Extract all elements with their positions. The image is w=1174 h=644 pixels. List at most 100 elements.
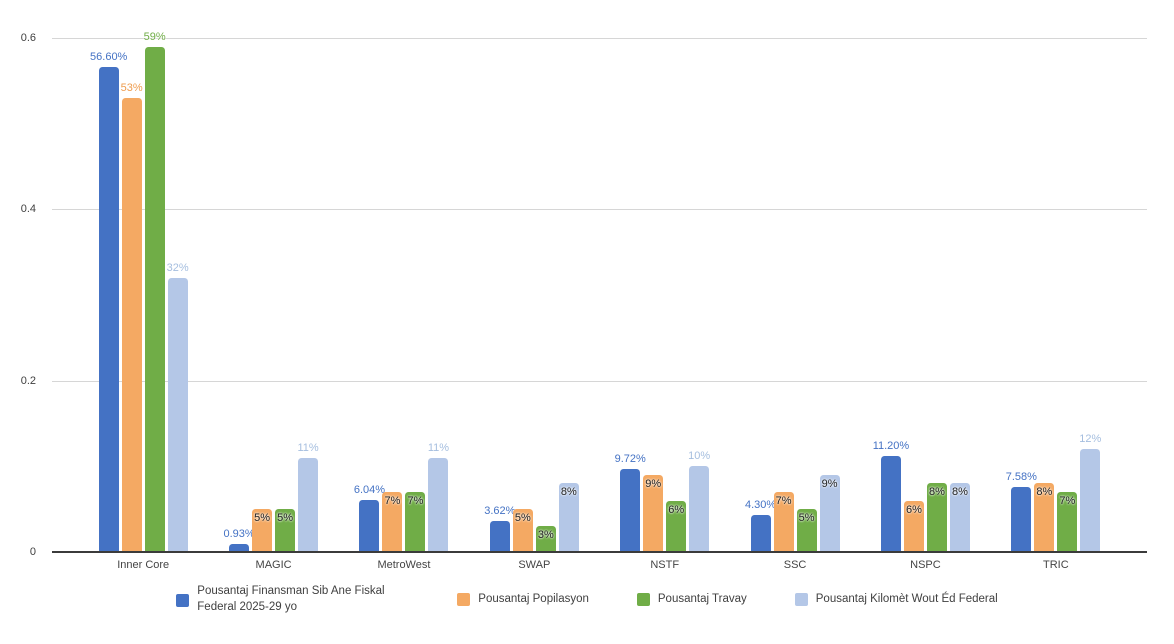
bar-value-label: 7% [1059,495,1076,508]
bar-value-label: 32% [166,261,189,274]
bar-group: 56.60% 53% 59% 32% [78,31,208,552]
bar-value-label: 5% [277,512,294,525]
bar-value-label: 8% [560,486,577,499]
legend: Pousantaj Finansman Sib Ane Fiskal Feder… [0,580,1174,620]
legend-label: Pousantaj Travay [657,593,747,606]
bar-value-label: 6% [668,503,685,516]
bar-value-label: 9% [645,477,662,490]
legend-swatch [636,593,650,607]
bar-group: 0.93% 5% 5% 11% [208,38,338,552]
legend-swatch [457,593,471,607]
category-label: NSTF [650,559,680,571]
bar: 9.72% [615,453,646,552]
legend-label: Pousantaj Kilomèt Wout Éd Federal [815,593,998,606]
x-axis-line [52,551,1147,553]
bar: 5% [252,509,273,552]
bar-value-label: 9% [821,477,838,490]
category-label: NSPC [910,559,941,571]
bar-value-label: 12% [1079,433,1102,446]
bar-value-label: 56.60% [90,51,128,64]
bar: 4.30% [745,499,776,552]
bar: 12% [1079,433,1101,552]
legend-swatch [794,593,808,607]
legend-item: Pousantaj Travay [636,592,747,608]
y-axis-tick-label: 0.4 [20,203,36,216]
bar: 3% [535,526,556,552]
bar-value-label: 8% [1036,486,1053,499]
bar: 5% [796,509,817,552]
bar-value-label: 53% [120,81,143,94]
bar-value-label: 7% [407,495,424,508]
bar-group: 4.30% 7% 5% 9% [730,38,860,552]
bar-value-label: 3.62% [484,505,516,517]
bar: 8% [926,483,947,552]
bar: 6% [666,500,687,552]
bar-group: 7.58% 8% 7% 12% [991,38,1121,552]
bar-value-label: 6.04% [353,484,386,497]
bar-value-label: 7% [775,495,792,508]
legend-item: Pousantaj Popilasyon [457,592,589,608]
bar: 8% [558,483,579,552]
bar-value-label: 5% [254,512,271,525]
bar: 56.60% [90,51,127,552]
legend-label: Pousantaj Popilasyon [478,593,589,606]
bar-group: 11.20% 6% 8% 8% [860,38,990,552]
bar-value-label: 10% [688,450,711,463]
category-label: SSC [783,559,807,571]
bar-group: 6.04% 7% 7% 11% [339,38,469,552]
bar: 11.20% [873,440,909,552]
bar-value-label: 5% [514,512,531,525]
bar: 5% [512,509,533,552]
bar: 11% [428,442,449,552]
bar: 53% [121,82,143,552]
bar-value-label: 11% [427,441,450,454]
plot-area: 56.60% 53% 59% 32% 0.93% 5% 5% 11% 6.04% 7% 7% 11% 3… [52,31,1147,553]
category-label: TRIC [1042,559,1069,571]
bar: 5% [275,509,296,552]
bar-value-label: 11% [297,441,319,454]
bar: 3.62% [484,505,515,552]
y-axis-tick-label: 0.2 [20,374,36,387]
bar: 6% [903,500,924,552]
gridline [52,380,1147,382]
category-label: MetroWest [377,559,431,571]
bar-value-label: 8% [951,486,968,499]
bar-value-label: 7.58% [1005,471,1037,484]
bar: 7% [773,492,794,552]
bar: 7% [382,492,403,552]
bar: 9% [643,474,664,552]
bar: 7% [405,492,426,552]
bar-value-label: 6% [905,503,922,516]
gridline [52,38,1147,39]
bar-group: 9.72% 9% 6% 10% [600,38,730,552]
bar-value-label: 0.93% [223,528,255,541]
bar: 8% [1034,483,1055,552]
bar: 0.93% [223,528,255,552]
bar-value-label: 4.30% [744,499,777,512]
bar-value-label: 11.20% [872,440,910,453]
category-label: MAGIC [255,559,292,571]
gridline [52,209,1147,211]
legend-swatch [176,593,190,607]
y-axis-tick-label: 0 [29,546,36,558]
bar: 7.58% [1006,471,1037,552]
bar: 59% [144,31,166,552]
legend-item: Pousantaj Kilomèt Wout Éd Federal [794,592,998,608]
bar: 32% [167,262,189,552]
bar: 6.04% [354,484,385,552]
y-axis: 0 0.2 0.4 0.6 [0,32,42,558]
bar: 8% [949,483,970,552]
bar: 10% [688,450,710,552]
legend-item: Pousantaj Finansman Sib Ane Fiskal Feder… [176,584,409,615]
bar-value-label: 9.72% [614,452,646,465]
legend-label: Pousantaj Finansman Sib Ane Fiskal Feder… [197,585,385,613]
bar: 11% [297,442,319,552]
category-label: SWAP [518,559,551,571]
y-axis-tick-label: 0.6 [20,32,36,44]
bar-value-label: 7% [384,495,401,508]
bar: 9% [819,474,840,552]
bar: 7% [1057,492,1078,552]
bar-value-label: 3% [537,529,554,542]
bar-value-label: 59% [143,30,166,43]
category-label: Inner Core [117,559,170,571]
